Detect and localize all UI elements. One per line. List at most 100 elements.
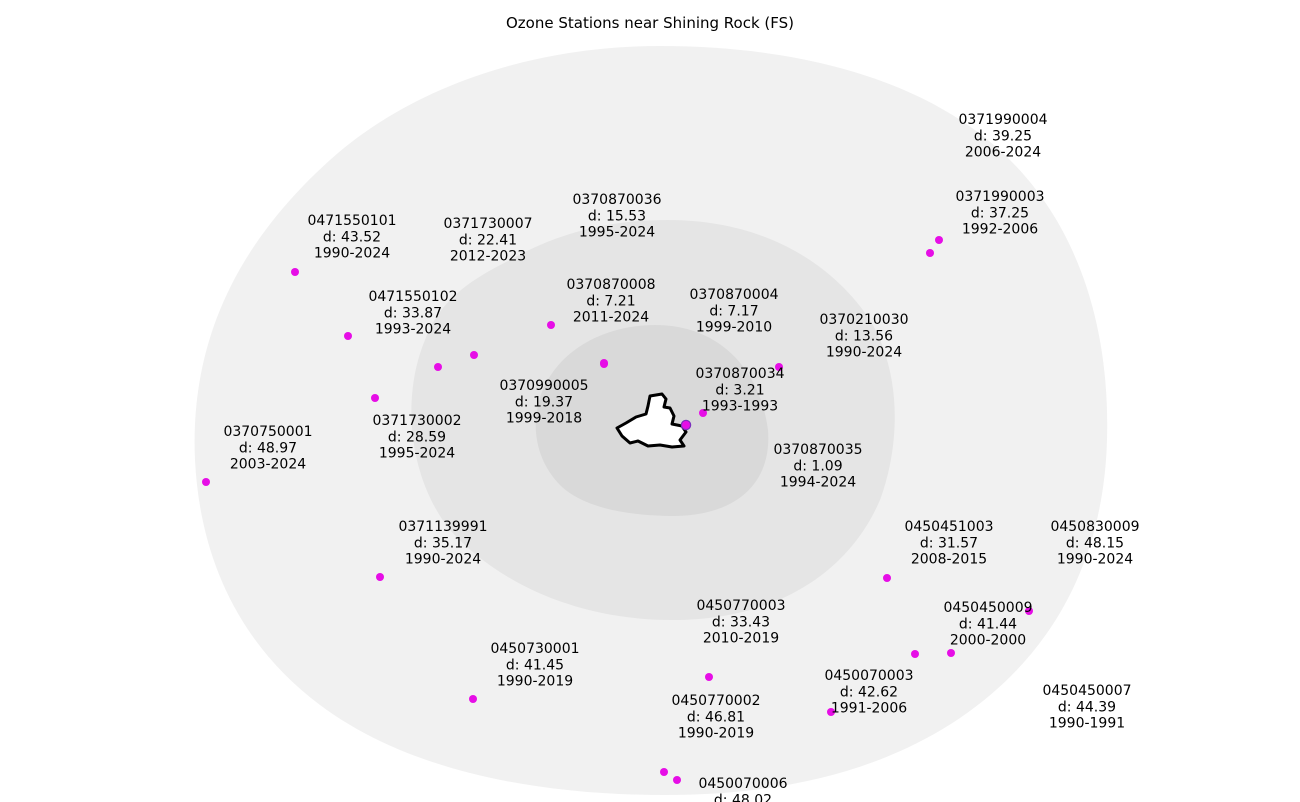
station-distance-label: d: 42.62 [840,684,898,700]
station-id-label: 0370750001 [223,424,312,440]
station-distance-label: d: 35.17 [414,535,472,551]
station-marker[interactable] [1025,607,1033,615]
station-marker[interactable] [202,478,210,486]
station-distance-label: d: 41.44 [959,616,1017,632]
station-distance-label: d: 28.59 [388,429,446,445]
station-id-label: 0371139991 [398,519,487,535]
station-marker[interactable] [291,268,299,276]
station-years-label: 1995-2024 [379,446,455,462]
station-marker[interactable] [947,649,955,657]
station-marker[interactable] [547,321,555,329]
station-id-label: 0450070003 [824,668,913,684]
station-years-label: 2003-2024 [230,457,306,473]
station-years-label: 1990-2024 [1057,552,1133,568]
station-marker[interactable] [682,421,690,429]
station-id-label: 0471550101 [307,213,396,229]
station-distance-label: d: 15.53 [588,208,646,224]
station-distance-label: d: 48.15 [1066,535,1124,551]
station-marker[interactable] [660,768,668,776]
station-years-label: 1993-1993 [702,399,778,415]
station-years-label: 1992-2006 [962,222,1038,238]
station-marker[interactable] [699,409,707,417]
station-marker[interactable] [935,236,943,244]
station-marker[interactable] [376,573,384,581]
station-distance-label: d: 48.02 [714,792,772,802]
station-id-label: 0450770002 [671,693,760,709]
map-title: Ozone Stations near Shining Rock (FS) [506,14,794,32]
station-id-label: 0450451003 [904,519,993,535]
station-marker[interactable] [705,673,713,681]
station-marker[interactable] [470,351,478,359]
station-marker[interactable] [911,650,919,658]
station-years-label: 1995-2024 [579,225,655,241]
station-id-label: 0370210030 [819,312,908,328]
station-marker[interactable] [673,776,681,784]
station-distance-label: d: 39.25 [974,128,1032,144]
station-distance-label: d: 46.81 [687,709,745,725]
station-years-label: 1993-2024 [375,322,451,338]
station-id-label: 0370870034 [695,366,784,382]
station-id-label: 0371990003 [955,189,1044,205]
station-marker[interactable] [469,695,477,703]
station-distance-label: d: 33.87 [384,305,442,321]
station-years-label: 2012-2023 [450,249,526,265]
station-years-label: 2010-2019 [703,631,779,647]
station-marker[interactable] [344,332,352,340]
station-distance-label: d: 41.45 [506,657,564,673]
station-id-label: 0450830009 [1050,519,1139,535]
station-distance-label: d: 44.39 [1058,699,1116,715]
station-years-label: 1990-1991 [1049,716,1125,732]
station-years-label: 1990-2024 [826,345,902,361]
station-id-label: 0450450007 [1042,683,1131,699]
station-years-label: 1991-2006 [831,701,907,717]
station-distance-label: d: 7.17 [709,303,758,319]
station-years-label: 2008-2015 [911,552,987,568]
station-years-label: 1990-2024 [314,246,390,262]
station-distance-label: d: 7.21 [586,293,635,309]
station-id-label: 0371730007 [443,216,532,232]
station-marker[interactable] [775,363,783,371]
station-marker[interactable] [827,708,835,716]
station-years-label: 2011-2024 [573,310,649,326]
station-distance-label: d: 31.57 [920,535,978,551]
station-marker[interactable] [434,363,442,371]
station-marker[interactable] [600,360,608,368]
station-years-label: 1994-2024 [780,475,856,491]
station-marker[interactable] [926,249,934,257]
station-id-label: 0471550102 [368,289,457,305]
station-id-label: 0370870004 [689,287,778,303]
station-years-label: 2006-2024 [965,145,1041,161]
station-distance-label: d: 13.56 [835,328,893,344]
station-marker[interactable] [883,574,891,582]
station-marker[interactable] [371,394,379,402]
station-years-label: 1999-2018 [506,411,582,427]
station-id-label: 0370870008 [566,277,655,293]
station-distance-label: d: 1.09 [793,458,842,474]
